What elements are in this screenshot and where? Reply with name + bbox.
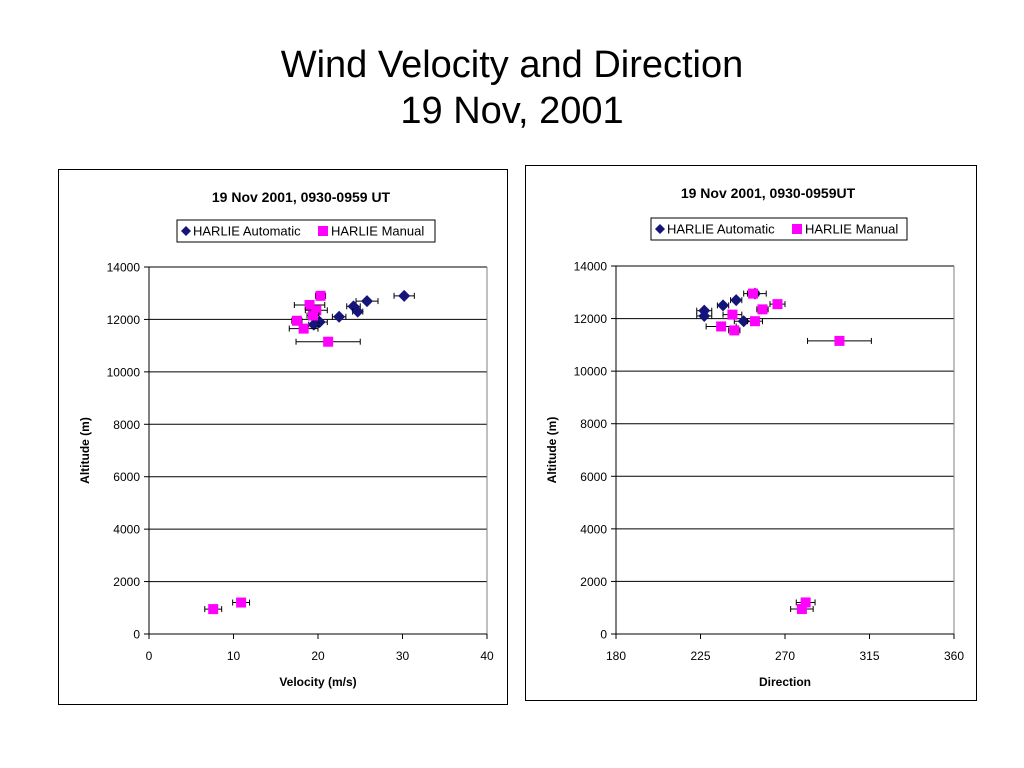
chart-title: 19 Nov 2001, 0930-0959 UT <box>212 189 391 205</box>
y-axis-label: Altitude (m) <box>78 417 92 484</box>
data-point-automatic <box>333 310 346 323</box>
legend-label-automatic: HARLIE Automatic <box>193 224 301 239</box>
y-tick-label: 6000 <box>580 470 607 484</box>
x-tick-label: 30 <box>396 649 410 663</box>
y-tick-label: 8000 <box>113 418 140 432</box>
y-tick-label: 10000 <box>574 365 608 379</box>
data-point-manual <box>772 299 783 310</box>
x-axis-label: Direction <box>759 675 811 689</box>
x-tick-label: 225 <box>690 649 710 663</box>
y-tick-label: 14000 <box>574 260 608 274</box>
legend-box <box>176 219 436 243</box>
data-point-automatic <box>307 318 320 331</box>
y-tick-label: 14000 <box>107 261 141 275</box>
data-point-manual <box>727 309 738 320</box>
legend-label-manual: HARLIE Manual <box>805 222 898 237</box>
slide-title: Wind Velocity and Direction 19 Nov, 2001 <box>0 42 1024 134</box>
legend-label-automatic: HARLIE Automatic <box>667 222 775 237</box>
data-point-manual <box>291 315 302 326</box>
legend-marker-automatic <box>181 226 191 236</box>
data-point-automatic <box>730 294 743 307</box>
data-point-manual <box>307 310 318 321</box>
direction-chart: 19 Nov 2001, 0930-0959UT HARLIE Automatic… <box>545 185 964 689</box>
x-tick-label: 40 <box>480 649 494 663</box>
x-tick-label: 0 <box>146 649 153 663</box>
x-tick-label: 315 <box>859 649 879 663</box>
legend-box <box>650 217 908 241</box>
y-tick-label: 12000 <box>574 312 608 326</box>
y-tick-label: 10000 <box>107 365 141 379</box>
data-point-manual <box>834 335 845 346</box>
data-point-manual <box>236 597 247 608</box>
data-point-manual <box>716 321 727 332</box>
data-point-manual <box>757 304 768 315</box>
legend-label-manual: HARLIE Manual <box>331 224 424 239</box>
data-point-automatic <box>361 295 374 308</box>
direction-chart-panel: 19 Nov 2001, 0930-0959UT HARLIE Automatic… <box>525 165 977 701</box>
data-point-manual <box>749 316 760 327</box>
x-tick-label: 270 <box>775 649 795 663</box>
y-axis-label: Altitude (m) <box>545 417 559 484</box>
data-point-automatic <box>737 315 750 328</box>
x-axis-label: Velocity (m/s) <box>279 675 356 689</box>
data-point-automatic <box>698 309 711 322</box>
data-point-manual <box>311 305 322 316</box>
velocity-chart: 19 Nov 2001, 0930-0959 UT HARLIE Automati… <box>78 189 494 689</box>
x-tick-label: 180 <box>606 649 626 663</box>
y-tick-label: 8000 <box>580 417 607 431</box>
y-tick-label: 0 <box>133 628 140 642</box>
y-tick-label: 0 <box>600 628 607 642</box>
data-point-manual <box>323 336 334 347</box>
data-point-manual <box>208 604 219 615</box>
data-point-manual <box>729 325 740 336</box>
y-tick-label: 6000 <box>113 470 140 484</box>
legend-marker-manual <box>792 224 802 234</box>
x-tick-label: 20 <box>311 649 325 663</box>
slide-title-line1: Wind Velocity and Direction <box>280 44 744 86</box>
slide-title-line2: 19 Nov, 2001 <box>400 90 624 132</box>
data-point-manual <box>748 288 759 299</box>
data-point-manual <box>800 597 811 608</box>
y-tick-label: 2000 <box>580 575 607 589</box>
data-point-manual <box>315 290 326 301</box>
y-tick-label: 2000 <box>113 575 140 589</box>
data-point-manual <box>796 604 807 615</box>
data-point-manual <box>304 300 315 311</box>
y-tick-label: 4000 <box>580 522 607 536</box>
x-tick-label: 10 <box>227 649 241 663</box>
chart-title: 19 Nov 2001, 0930-0959UT <box>681 185 856 201</box>
data-point-automatic <box>398 289 411 302</box>
legend-marker-manual <box>318 226 328 236</box>
data-point-automatic <box>351 305 364 318</box>
legend-marker-automatic <box>655 224 665 234</box>
y-tick-label: 4000 <box>113 523 140 537</box>
velocity-chart-panel: 19 Nov 2001, 0930-0959 UT HARLIE Automati… <box>58 169 508 705</box>
y-tick-label: 12000 <box>107 313 141 327</box>
x-tick-label: 360 <box>944 649 964 663</box>
data-point-manual <box>298 323 309 334</box>
data-point-automatic <box>717 299 730 312</box>
